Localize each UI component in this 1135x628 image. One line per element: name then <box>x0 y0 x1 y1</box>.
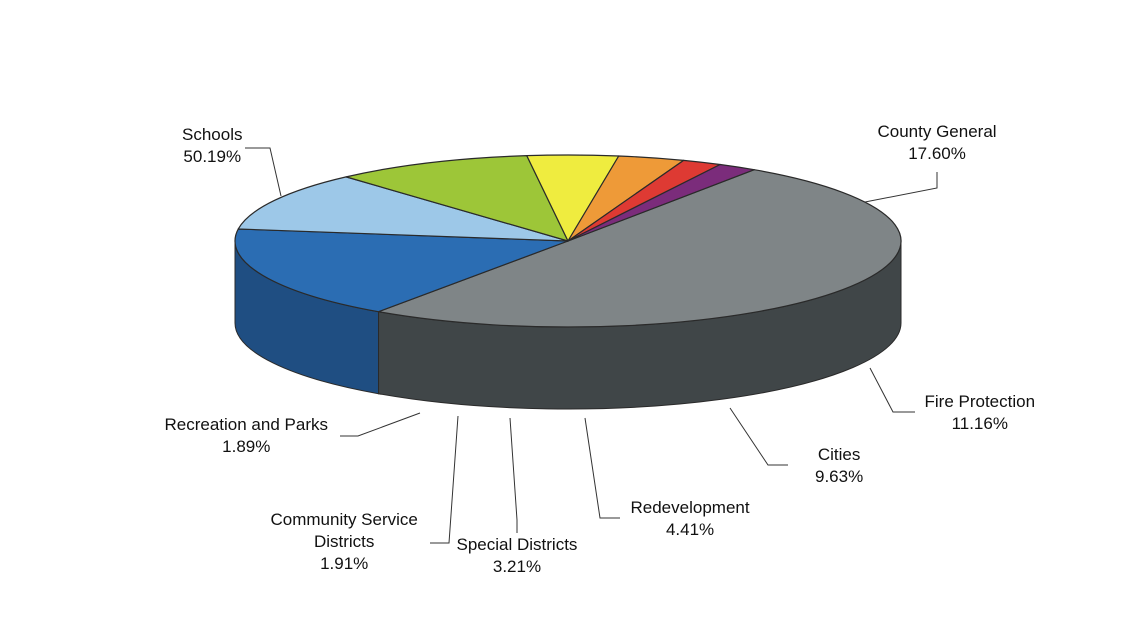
leader-line-recreation-and-parks <box>340 412 421 437</box>
data-label-cities: Cities 9.63% <box>815 444 863 488</box>
data-label-community-service-districts: Community Service Districts 1.91% <box>271 509 418 575</box>
data-label-recreation-and-parks: Recreation and Parks 1.89% <box>165 414 328 458</box>
slice-county-general <box>234 228 569 313</box>
slice-name: Recreation and Parks <box>164 415 328 434</box>
pie-slices <box>234 154 902 328</box>
slice-name: County General <box>877 122 997 141</box>
leader-line-county-general <box>864 172 938 203</box>
leader-line-schools <box>245 147 282 197</box>
slice-name: Schools <box>182 125 243 144</box>
slice-name: Fire Protection <box>924 392 1036 411</box>
slice-fire-protection <box>237 176 569 242</box>
slice-name: Redevelopment <box>630 498 750 517</box>
slice-percent: 4.41% <box>665 520 715 539</box>
data-label-fire-protection: Fire Protection 11.16% <box>925 391 1036 435</box>
slice-percent: 17.60% <box>908 144 966 163</box>
slice-cities <box>345 155 569 242</box>
slice-percent: 1.89% <box>222 437 271 456</box>
leader-line-redevelopment <box>584 417 620 519</box>
slice-percent: 11.16% <box>951 414 1008 433</box>
data-label-schools: Schools 50.19% <box>182 124 242 168</box>
slice-name: Cities <box>817 445 861 464</box>
slice-name: Community Service <box>270 510 418 529</box>
slice-percent: 9.63% <box>815 467 864 486</box>
leader-line-fire-protection <box>869 367 915 413</box>
slice-schools <box>377 169 902 328</box>
data-label-county-general: County General 17.60% <box>878 121 997 165</box>
data-label-redevelopment: Redevelopment 4.41% <box>631 497 750 541</box>
slice-percent: 1.91% <box>320 554 369 573</box>
slice-name: Special Districts <box>456 535 578 554</box>
data-label-special-districts: Special Districts 3.21% <box>457 534 578 578</box>
leader-line-community-service-districts <box>430 415 459 544</box>
leader-line-cities <box>729 407 788 466</box>
slice-recreation-and-parks <box>567 163 755 242</box>
slice-name: Districts <box>313 532 375 551</box>
leader-line-special-districts <box>509 417 518 533</box>
slice-percent: 3.21% <box>492 557 542 576</box>
leader-lines <box>245 147 938 544</box>
slice-percent: 50.19% <box>183 147 242 166</box>
